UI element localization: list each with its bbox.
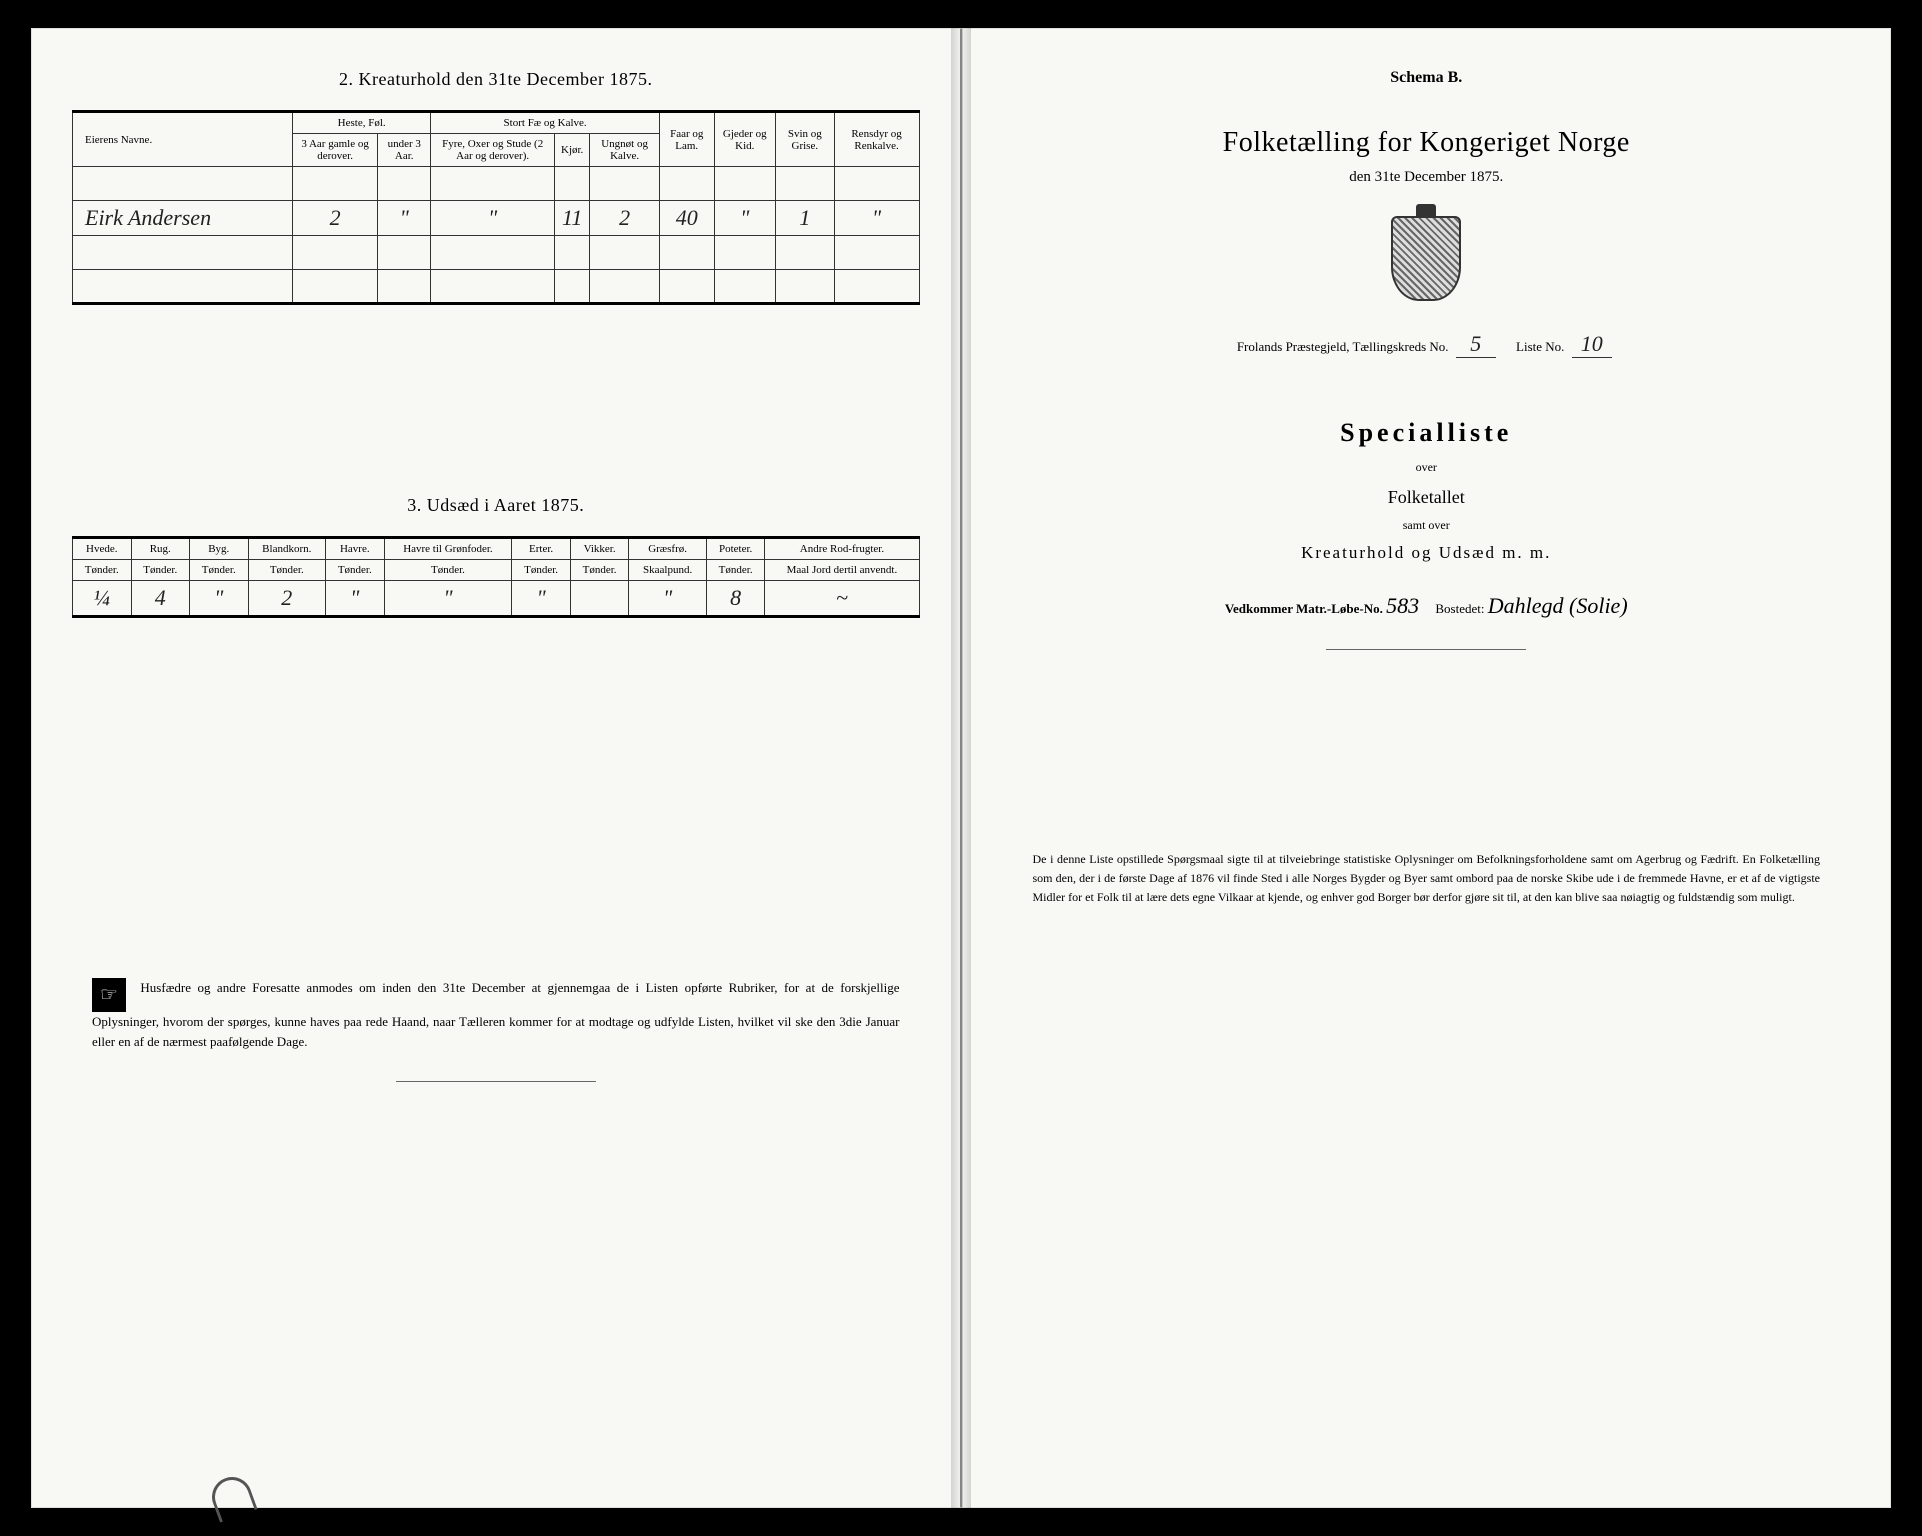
unit: Tønder. bbox=[706, 560, 765, 581]
unit: Tønder. bbox=[190, 560, 249, 581]
table-row bbox=[73, 167, 920, 201]
cell: 8 bbox=[706, 581, 765, 617]
divider bbox=[1326, 649, 1526, 650]
cell bbox=[570, 581, 629, 617]
specialliste-title: Specialliste bbox=[1003, 418, 1851, 448]
cell: " bbox=[326, 581, 385, 617]
cell: 11 bbox=[555, 201, 590, 236]
section2-title: 2. Kreaturhold den 31te December 1875. bbox=[72, 69, 920, 90]
table-row bbox=[73, 236, 920, 270]
col-havre-gron: Havre til Grønfoder. bbox=[384, 538, 512, 560]
col-group-heste: Heste, Føl. bbox=[293, 112, 431, 134]
col-byg: Byg. bbox=[190, 538, 249, 560]
book-spread: 2. Kreaturhold den 31te December 1875. E… bbox=[31, 28, 1891, 1508]
over-label: over bbox=[1003, 460, 1851, 475]
table-row: Eirk Andersen 2 " " 11 2 40 " 1 " bbox=[73, 201, 920, 236]
cell: " bbox=[512, 581, 571, 617]
col-blandkorn: Blandkorn. bbox=[248, 538, 326, 560]
col-heste-a: 3 Aar gamle og derover. bbox=[293, 134, 378, 167]
left-page: 2. Kreaturhold den 31te December 1875. E… bbox=[31, 28, 962, 1508]
col-svin: Svin og Grise. bbox=[776, 112, 835, 167]
col-stort-a: Fyre, Oxer og Stude (2 Aar og derover). bbox=[431, 134, 555, 167]
right-page: Schema B. Folketælling for Kongeriget No… bbox=[962, 28, 1892, 1508]
table-row bbox=[73, 270, 920, 304]
col-rensdyr: Rensdyr og Renkalve. bbox=[834, 112, 919, 167]
cell: 40 bbox=[659, 201, 714, 236]
divider bbox=[396, 1081, 596, 1082]
kreaturhold-table: Eierens Navne. Heste, Føl. Stort Fæ og K… bbox=[72, 110, 920, 305]
kreaturhold-label: Kreaturhold og Udsæd m. m. bbox=[1003, 543, 1851, 563]
samt-label: samt over bbox=[1003, 518, 1851, 533]
kreds-no: 5 bbox=[1456, 331, 1496, 358]
unit: Tønder. bbox=[384, 560, 512, 581]
cell: " bbox=[431, 201, 555, 236]
col-poteter: Poteter. bbox=[706, 538, 765, 560]
unit: Tønder. bbox=[73, 560, 132, 581]
unit: Maal Jord dertil anvendt. bbox=[765, 560, 919, 581]
section3-title: 3. Udsæd i Aaret 1875. bbox=[72, 495, 920, 516]
coat-of-arms-icon bbox=[1391, 216, 1461, 301]
matr-label: Vedkommer Matr.-Løbe-No. bbox=[1225, 601, 1383, 616]
unit: Tønder. bbox=[131, 560, 190, 581]
parish-label: Frolands Præstegjeld, Tællingskreds No. bbox=[1237, 339, 1449, 354]
binder-clip-icon bbox=[206, 1471, 257, 1522]
matr-line: Vedkommer Matr.-Løbe-No. 583 Bostedet: D… bbox=[1003, 593, 1851, 619]
col-faar: Faar og Lam. bbox=[659, 112, 714, 167]
col-owner: Eierens Navne. bbox=[73, 112, 293, 167]
parish-line: Frolands Præstegjeld, Tællingskreds No. … bbox=[1003, 331, 1851, 358]
unit: Tønder. bbox=[248, 560, 326, 581]
census-date: den 31te December 1875. bbox=[1003, 169, 1851, 186]
left-footnote-text: Husfædre og andre Foresatte anmodes om i… bbox=[92, 980, 900, 1049]
cell: 4 bbox=[131, 581, 190, 617]
cell: 2 bbox=[248, 581, 326, 617]
col-erter: Erter. bbox=[512, 538, 571, 560]
cell: " bbox=[378, 201, 431, 236]
unit: Tønder. bbox=[512, 560, 571, 581]
unit: Skaalpund. bbox=[629, 560, 707, 581]
liste-no: 10 bbox=[1572, 331, 1612, 358]
unit: Tønder. bbox=[570, 560, 629, 581]
col-rug: Rug. bbox=[131, 538, 190, 560]
col-graesfro: Græsfrø. bbox=[629, 538, 707, 560]
table-row: ¼ 4 " 2 " " " " 8 ~ bbox=[73, 581, 920, 617]
unit: Tønder. bbox=[326, 560, 385, 581]
liste-label: Liste No. bbox=[1516, 339, 1564, 354]
col-hvede: Hvede. bbox=[73, 538, 132, 560]
bostedet-value: Dahlegd (Solie) bbox=[1488, 593, 1628, 618]
left-footnote-block: ☞ Husfædre og andre Foresatte anmodes om… bbox=[72, 978, 920, 1051]
cell: 1 bbox=[776, 201, 835, 236]
census-title: Folketælling for Kongeriget Norge bbox=[1003, 127, 1851, 159]
col-stort-c: Ungnøt og Kalve. bbox=[590, 134, 660, 167]
bostedet-label: Bostedet: bbox=[1435, 601, 1484, 616]
cell: ~ bbox=[765, 581, 919, 617]
cell: " bbox=[834, 201, 919, 236]
col-heste-b: under 3 Aar. bbox=[378, 134, 431, 167]
col-gjeder: Gjeder og Kid. bbox=[714, 112, 775, 167]
col-havre: Havre. bbox=[326, 538, 385, 560]
owner-name: Eirk Andersen bbox=[73, 201, 293, 236]
pointer-hand-icon: ☞ bbox=[92, 978, 126, 1012]
right-footnote-text: De i denne Liste opstillede Spørgsmaal s… bbox=[1003, 850, 1851, 908]
cell: 2 bbox=[293, 201, 378, 236]
cell: " bbox=[629, 581, 707, 617]
cell: " bbox=[714, 201, 775, 236]
schema-label: Schema B. bbox=[1003, 69, 1851, 87]
col-andre: Andre Rod-frugter. bbox=[765, 538, 919, 560]
udsaed-table: Hvede. Rug. Byg. Blandkorn. Havre. Havre… bbox=[72, 536, 920, 618]
matr-no: 583 bbox=[1386, 593, 1419, 618]
col-vikker: Vikker. bbox=[570, 538, 629, 560]
cell: " bbox=[190, 581, 249, 617]
cell: 2 bbox=[590, 201, 660, 236]
col-group-stort: Stort Fæ og Kalve. bbox=[431, 112, 660, 134]
folketallet-label: Folketallet bbox=[1003, 487, 1851, 508]
cell: " bbox=[384, 581, 512, 617]
col-stort-b: Kjør. bbox=[555, 134, 590, 167]
cell: ¼ bbox=[73, 581, 132, 617]
